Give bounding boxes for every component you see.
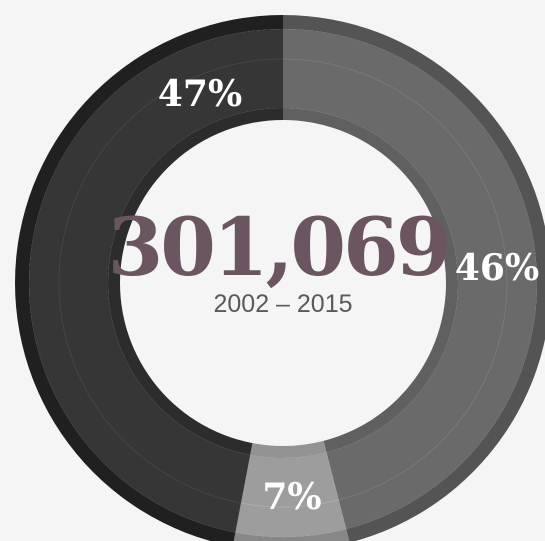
slice-inner-1 (250, 440, 327, 458)
slice-fill-1 (235, 452, 347, 538)
slice-rim-1 (233, 529, 350, 541)
slices-layer (15, 15, 545, 541)
slice-label-0: 46% (455, 247, 539, 289)
slice-2 (15, 15, 284, 541)
center-subtitle: 2002 – 2015 (213, 290, 352, 318)
slice-label-1: 7% (262, 476, 321, 518)
slice-guide-1 (240, 499, 339, 508)
slice-1 (233, 440, 350, 541)
slice-fill-2 (28, 29, 283, 533)
slice-labels-layer: 46% 7% 47% (158, 73, 539, 518)
center-total: 301,069 (108, 200, 449, 294)
slice-guide-0 (282, 58, 508, 501)
slice-0 (282, 15, 545, 541)
slice-fill-0 (283, 28, 538, 530)
slice-guide-2 (58, 58, 284, 504)
slice-label-2: 47% (158, 73, 242, 115)
